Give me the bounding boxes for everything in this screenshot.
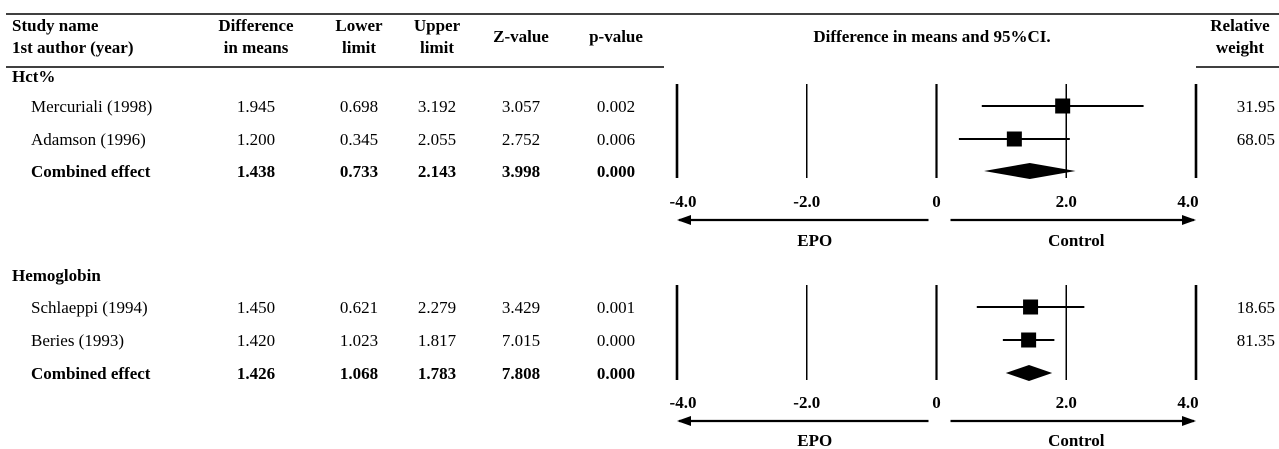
header-plot-title: Difference in means and 95%CI. <box>813 27 1050 46</box>
section-title: Hct% <box>12 67 55 86</box>
row-diff-in-means: 1.945 <box>237 97 275 116</box>
row-p-value: 0.001 <box>597 298 635 317</box>
x-tick-label: 4.0 <box>1177 393 1198 412</box>
row-p-value: 0.006 <box>597 130 635 149</box>
row-study-name: Combined effect <box>31 162 151 181</box>
x-tick-label: 0 <box>932 192 941 211</box>
combined-effect-diamond <box>1005 365 1053 381</box>
header-upper-line2: limit <box>420 38 454 57</box>
effect-size-marker <box>1023 299 1039 315</box>
row-z-value: 3.429 <box>502 298 540 317</box>
right-direction-label: Control <box>1048 431 1105 449</box>
forest-content: Hct% Mercuriali (1998) 1.945 0.698 3.192 3.05… <box>12 67 1275 449</box>
row-relative-weight: 81.35 <box>1237 331 1275 350</box>
favours-control-arrowhead <box>1182 215 1196 225</box>
x-tick-label: -4.0 <box>670 393 697 412</box>
row-study-name: Schlaeppi (1994) <box>31 298 148 317</box>
favours-epo-arrowhead <box>677 215 691 225</box>
x-tick-label: -2.0 <box>793 192 820 211</box>
row-lower-limit: 1.068 <box>340 364 378 383</box>
row-z-value: 7.015 <box>502 331 540 350</box>
left-direction-label: EPO <box>797 431 832 449</box>
header-weight-line2: weight <box>1216 38 1265 57</box>
left-direction-label: EPO <box>797 231 832 250</box>
header-upper-line1: Upper <box>414 16 461 35</box>
row-p-value: 0.000 <box>597 331 635 350</box>
header-lower-line2: limit <box>342 38 376 57</box>
effect-size-marker <box>1055 98 1071 114</box>
row-relative-weight: 18.65 <box>1237 298 1275 317</box>
row-relative-weight: 68.05 <box>1237 130 1275 149</box>
combined-effect-diamond <box>984 163 1076 179</box>
row-study-name: Adamson (1996) <box>31 130 146 149</box>
header-z-value: Z-value <box>493 27 549 46</box>
row-p-value: 0.002 <box>597 97 635 116</box>
row-p-value: 0.000 <box>597 162 635 181</box>
row-lower-limit: 0.733 <box>340 162 378 181</box>
x-tick-label: 2.0 <box>1056 393 1077 412</box>
x-tick-label: -4.0 <box>670 192 697 211</box>
row-upper-limit: 3.192 <box>418 97 456 116</box>
x-tick-label: 4.0 <box>1177 192 1198 211</box>
row-upper-limit: 2.279 <box>418 298 456 317</box>
row-upper-limit: 2.055 <box>418 130 456 149</box>
row-diff-in-means: 1.200 <box>237 130 275 149</box>
row-diff-in-means: 1.438 <box>237 162 275 181</box>
row-lower-limit: 0.698 <box>340 97 378 116</box>
row-diff-in-means: 1.420 <box>237 331 275 350</box>
x-tick-label: -2.0 <box>793 393 820 412</box>
x-tick-label: 0 <box>932 393 941 412</box>
row-relative-weight: 31.95 <box>1237 97 1275 116</box>
favours-epo-arrowhead <box>677 416 691 426</box>
header-p-value: p-value <box>589 27 643 46</box>
row-study-name: Beries (1993) <box>31 331 124 350</box>
row-study-name: Combined effect <box>31 364 151 383</box>
row-diff-in-means: 1.450 <box>237 298 275 317</box>
header-study-line2: 1st author (year) <box>12 38 134 57</box>
row-upper-limit: 2.143 <box>418 162 456 181</box>
header-lower-line1: Lower <box>335 16 383 35</box>
header-study-line1: Study name <box>12 16 99 35</box>
row-z-value: 7.808 <box>502 364 540 383</box>
row-lower-limit: 0.345 <box>340 130 378 149</box>
effect-size-marker <box>1006 131 1022 147</box>
x-tick-label: 2.0 <box>1056 192 1077 211</box>
row-z-value: 2.752 <box>502 130 540 149</box>
right-direction-label: Control <box>1048 231 1105 250</box>
row-z-value: 3.998 <box>502 162 540 181</box>
row-z-value: 3.057 <box>502 97 541 116</box>
effect-size-marker <box>1021 332 1037 348</box>
favours-control-arrowhead <box>1182 416 1196 426</box>
row-upper-limit: 1.817 <box>418 331 457 350</box>
row-p-value: 0.000 <box>597 364 635 383</box>
header-diff-line2: in means <box>224 38 289 57</box>
row-study-name: Mercuriali (1998) <box>31 97 152 116</box>
row-lower-limit: 0.621 <box>340 298 378 317</box>
section-title: Hemoglobin <box>12 266 101 285</box>
header-weight-line1: Relative <box>1210 16 1270 35</box>
row-upper-limit: 1.783 <box>418 364 456 383</box>
row-lower-limit: 1.023 <box>340 331 378 350</box>
row-diff-in-means: 1.426 <box>237 364 275 383</box>
header-diff-line1: Difference <box>218 16 294 35</box>
